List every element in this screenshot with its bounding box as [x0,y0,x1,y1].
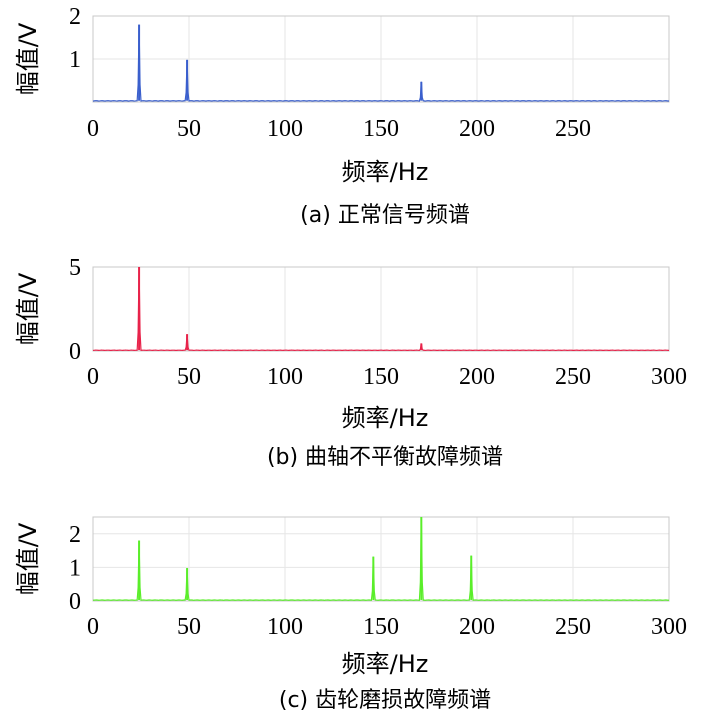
x-tick-label: 150 [363,116,399,142]
y-axis-label: 幅值/V [14,22,42,95]
chart-panel-2: 0 50 100 150 200 250 300 0 5 幅值/V 频率/Hz (b) 曲轴不平衡故障… [14,255,687,470]
x-tick-label: 100 [267,614,303,640]
x-tick-label: 50 [177,364,201,390]
y-tick-label: 2 [69,4,81,30]
x-axis-label: 频率/Hz [342,404,429,432]
x-tick-label: 300 [651,364,687,390]
x-tick-label: 250 [555,116,591,142]
x-tick-label: 0 [87,116,99,142]
y-tick-label: 2 [69,522,81,548]
x-tick-label: 150 [363,614,399,640]
x-tick-label: 50 [177,614,201,640]
plot-frame [92,266,670,352]
spectrum-series [92,24,670,102]
chart-caption: (b) 曲轴不平衡故障频谱 [267,445,503,470]
x-tick-label: 0 [87,364,99,390]
y-axis-label: 幅值/V [14,522,42,595]
y-tick-label: 1 [69,47,81,73]
x-tick-label: 200 [459,364,495,390]
x-tick-label: 100 [267,364,303,390]
x-tick-label: 150 [363,364,399,390]
y-tick-label: 1 [69,555,81,581]
y-tick-label: 0 [69,339,81,365]
y-tick-label: 5 [69,255,81,281]
chart-caption: (a) 正常信号频谱 [300,203,470,228]
x-tick-label: 100 [267,116,303,142]
x-tick-label: 0 [87,614,99,640]
x-tick-label: 300 [651,614,687,640]
plot-frame [92,516,670,602]
chart-panel-3: 0 50 100 150 200 250 300 0 1 2 幅值/V 频率/Hz (c) 齿轮磨损故障… [14,516,687,713]
x-tick-label: 200 [459,614,495,640]
x-tick-label: 200 [459,116,495,142]
chart-caption: (c) 齿轮磨损故障频谱 [279,688,491,713]
spectrum-series [92,516,670,601]
plot-frame [92,15,670,103]
x-tick-label: 250 [555,364,591,390]
x-tick-label: 50 [177,116,201,142]
y-axis-label: 幅值/V [14,272,42,345]
spectrum-series [92,266,670,352]
x-tick-label: 250 [555,614,591,640]
x-axis-label: 频率/Hz [342,650,429,678]
y-tick-label: 0 [69,589,81,615]
chart-panel-1: 0 50 100 150 200 250 1 2 幅值/V 频率/Hz (a) 正常信号频谱 [14,4,670,228]
x-axis-label: 频率/Hz [342,158,429,186]
